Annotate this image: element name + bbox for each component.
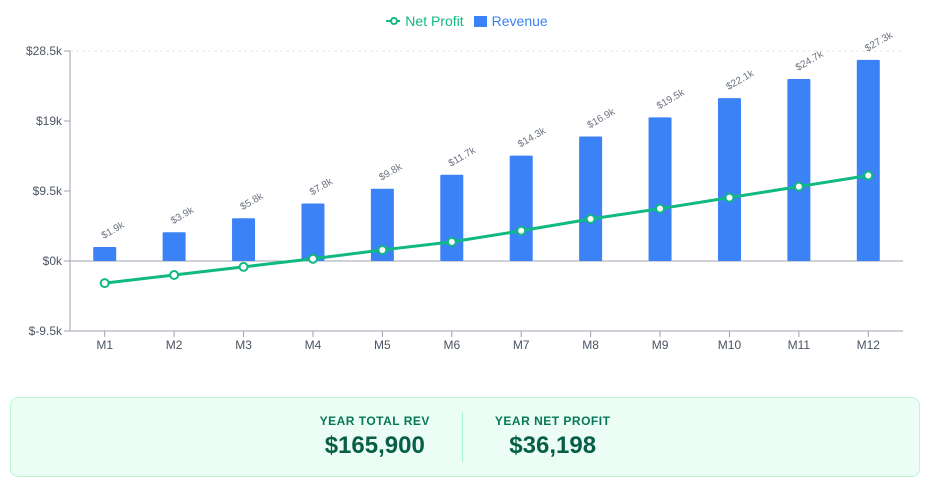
x-tick-label: M7 [513,338,530,352]
net-profit-point [446,236,457,247]
revenue-bar [579,136,603,261]
net-profit-line [104,174,869,285]
revenue-bar [93,247,117,261]
year-total-rev-label: YEAR TOTAL REV [319,414,430,428]
revenue-bar [648,117,672,261]
revenue-data-label: $24.7k [794,49,826,74]
revenue-bar [370,188,394,261]
x-tick-label: M11 [788,338,811,352]
year-summary-panel: YEAR TOTAL REV $165,900 YEAR NET PROFIT … [10,397,920,477]
x-tick-label: M8 [582,338,599,352]
net-profit-point [655,203,666,214]
revenue-data-label: $3.9k [169,205,197,227]
revenue-bar-swatch-icon [473,15,487,27]
net-profit-point [585,214,596,224]
x-tick-label: M1 [96,338,113,352]
y-tick-label: $0k [43,254,63,268]
net-profit-point [377,244,388,255]
net-profit-point [238,261,249,272]
revenue-data-label: $1.9k [100,219,128,241]
x-tick-label: M10 [718,338,742,352]
x-tick-label: M4 [305,338,322,352]
net-profit-point [863,170,874,181]
revenue-data-label: $7.8k [308,176,336,198]
net-profit-point [99,278,110,289]
x-tick-label: M5 [374,338,391,352]
revenue-bar [440,174,464,261]
x-tick-label: M2 [166,338,183,352]
net-profit-point [724,192,735,203]
revenue-bar [509,155,533,261]
year-net-profit-stat: YEAR NET PROFIT $36,198 [463,414,643,460]
x-tick-label: M9 [652,338,669,352]
legend-item-net-profit[interactable]: Net Profit [386,13,464,29]
net-profit-point [516,225,527,236]
revenue-data-label: $9.8k [377,161,405,183]
revenue-data-label: $16.9k [586,106,618,131]
revenue-data-label: $14.3k [516,125,548,150]
revenue-bar [856,59,880,262]
y-tick-label: $19k [36,114,63,128]
summary-divider [461,412,463,462]
x-tick-label: M3 [235,338,252,352]
legend-item-revenue[interactable]: Revenue [473,13,548,29]
x-tick-label: M6 [443,338,460,352]
net-profit-line-swatch-icon [386,16,401,26]
year-total-rev-stat: YEAR TOTAL REV $165,900 [288,414,462,460]
chart-legend: Net Profit Revenue [0,13,934,29]
net-profit-point [307,253,318,264]
revenue-data-label: $5.8k [239,191,267,213]
net-profit-point [169,270,180,280]
year-net-profit-value: $36,198 [509,432,597,459]
net-profit-point [793,181,804,192]
legend-label-revenue: Revenue [491,13,548,29]
legend-label-net-profit: Net Profit [405,13,464,29]
y-tick-label: $-9.5k [29,324,63,338]
revenue-bar [301,203,325,261]
revenue-data-label: $22.1k [724,68,756,93]
year-total-rev-value: $165,900 [324,432,425,459]
revenue-data-label: $19.5k [655,87,687,112]
revenue-bar [232,218,256,261]
y-tick-label: $9.5k [33,184,63,198]
revenue-data-label: $27.3k [863,29,895,54]
revenue-bar [162,232,186,261]
chart-plot: $28.5k $19k $9.5k $0k $-9.5k M1 M2 M3 M4 M5 M6 M7 M8… [26,29,903,352]
revenue-bar [787,79,811,261]
revenue-data-label: $11.7k [447,145,479,170]
x-tick-label: M12 [857,338,881,352]
y-tick-label: $28.5k [26,44,63,58]
year-net-profit-label: YEAR NET PROFIT [494,414,611,428]
revenue-bar [717,98,741,261]
